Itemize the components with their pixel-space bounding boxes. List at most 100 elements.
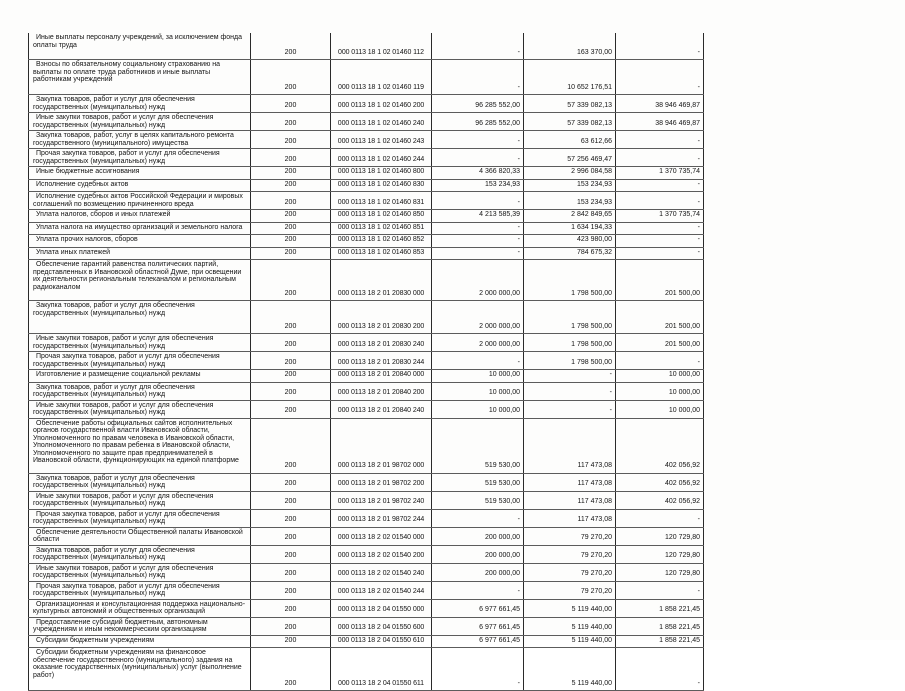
expense-type-code-cell: 200	[250, 369, 331, 383]
expenditure-name-cell: Субсидии бюджетным учреждениям	[28, 635, 251, 648]
amount-col6-cell: -	[615, 191, 704, 210]
amount-col4-cell: 10 000,00	[431, 382, 524, 401]
table-row: Организационная и консультационная подде…	[28, 599, 704, 618]
amount-col4-cell: 4 213 585,39	[431, 209, 524, 223]
budget-classification-code-cell: 000 0113 18 2 01 20830 200	[330, 300, 432, 334]
budget-classification-code-cell: 000 0113 18 2 04 01550 000	[330, 599, 432, 618]
amount-col6-cell: -	[615, 581, 704, 600]
budget-expenditure-table: Иные выплаты персоналу учреждений, за ис…	[28, 33, 704, 691]
expense-type-code-cell: 200	[250, 599, 331, 618]
amount-col6-cell: 10 000,00	[615, 400, 704, 419]
amount-col4-cell: -	[431, 130, 524, 149]
budget-classification-code-cell: 000 0113 18 2 01 98702 000	[330, 418, 432, 474]
amount-col5-cell: 784 675,32	[523, 247, 616, 260]
expense-type-code-cell: 200	[250, 509, 331, 528]
amount-col6-cell: 1 370 735,74	[615, 209, 704, 223]
budget-classification-code-cell: 000 0113 18 2 02 01540 000	[330, 527, 432, 546]
amount-col4-cell: 519 530,00	[431, 418, 524, 474]
amount-col5-cell: 5 119 440,00	[523, 635, 616, 648]
amount-col5-cell: 117 473,08	[523, 491, 616, 510]
budget-classification-code-cell: 000 0113 18 2 02 01540 200	[330, 545, 432, 564]
amount-col5-cell: 117 473,08	[523, 473, 616, 492]
expenditure-name-cell: Прочая закупка товаров, работ и услуг дл…	[28, 148, 251, 167]
budget-classification-code-cell: 000 0113 18 1 02 01460 119	[330, 59, 432, 95]
expenditure-name-cell: Иные закупки товаров, работ и услуг для …	[28, 333, 251, 352]
table-row: Прочая закупка товаров, работ и услуг дл…	[28, 148, 704, 167]
table-row: Обеспечение деятельности Общественной па…	[28, 527, 704, 546]
expenditure-name-cell: Исполнение судебных актов Российской Фед…	[28, 191, 251, 210]
expenditure-name-cell: Закупка товаров, работ и услуг для обесп…	[28, 545, 251, 564]
amount-col6-cell: 120 729,80	[615, 563, 704, 582]
table-row: Уплата налогов, сборов и иных платежей 2…	[28, 209, 704, 223]
expense-type-code-cell: 200	[250, 581, 331, 600]
table-row: Иные выплаты персоналу учреждений, за ис…	[28, 33, 704, 60]
amount-col5-cell: 79 270,20	[523, 545, 616, 564]
amount-col6-cell: -	[615, 59, 704, 95]
amount-col4-cell: -	[431, 247, 524, 260]
budget-classification-code-cell: 000 0113 18 2 02 01540 244	[330, 581, 432, 600]
expense-type-code-cell: 200	[250, 647, 331, 691]
table-row: Субсидии бюджетным учреждениям 200 000 0…	[28, 635, 704, 648]
expenditure-name-cell: Организационная и консультационная подде…	[28, 599, 251, 618]
expense-type-code-cell: 200	[250, 259, 331, 301]
amount-col6-cell: 120 729,80	[615, 527, 704, 546]
amount-col5-cell: 5 119 440,00	[523, 599, 616, 618]
amount-col4-cell: 200 000,00	[431, 527, 524, 546]
amount-col4-cell: 6 977 661,45	[431, 599, 524, 618]
expenditure-name-cell: Уплата налогов, сборов и иных платежей	[28, 209, 251, 223]
budget-classification-code-cell: 000 0113 18 1 02 01460 112	[330, 33, 432, 60]
budget-classification-code-cell: 000 0113 18 2 02 01540 240	[330, 563, 432, 582]
amount-col5-cell: 79 270,20	[523, 563, 616, 582]
budget-classification-code-cell: 000 0113 18 2 01 20830 000	[330, 259, 432, 301]
expense-type-code-cell: 200	[250, 418, 331, 474]
expense-type-code-cell: 200	[250, 545, 331, 564]
amount-col6-cell: 1 858 221,45	[615, 599, 704, 618]
amount-col6-cell: 38 946 469,87	[615, 94, 704, 113]
expenditure-name-cell: Иные выплаты персоналу учреждений, за ис…	[28, 33, 251, 60]
expenditure-name-cell: Уплата налога на имущество организаций и…	[28, 222, 251, 235]
expenditure-name-cell: Уплата иных платежей	[28, 247, 251, 260]
amount-col5-cell: 2 996 084,58	[523, 166, 616, 180]
expense-type-code-cell: 200	[250, 59, 331, 95]
expenditure-name-cell: Предоставление субсидий бюджетным, автон…	[28, 617, 251, 636]
amount-col5-cell: 153 234,93	[523, 179, 616, 192]
expenditure-name-cell: Прочая закупка товаров, работ и услуг дл…	[28, 509, 251, 528]
expenditure-name-cell: Закупка товаров, работ и услуг для обесп…	[28, 473, 251, 492]
expense-type-code-cell: 200	[250, 491, 331, 510]
expenditure-name-cell: Иные закупки товаров, работ и услуг для …	[28, 563, 251, 582]
table-row: Иные закупки товаров, работ и услуг для …	[28, 333, 704, 352]
table-row: Прочая закупка товаров, работ и услуг дл…	[28, 509, 704, 528]
amount-col5-cell: 117 473,08	[523, 418, 616, 474]
amount-col6-cell: 1 858 221,45	[615, 617, 704, 636]
expenditure-name-cell: Закупка товаров, работ и услуг для обесп…	[28, 300, 251, 334]
expenditure-name-cell: Закупка товаров, работ, услуг в целях ка…	[28, 130, 251, 149]
amount-col5-cell: 423 980,00	[523, 234, 616, 248]
expenditure-name-cell: Обеспечение гарантий равенства политичес…	[28, 259, 251, 301]
amount-col4-cell: -	[431, 191, 524, 210]
expenditure-name-cell: Закупка товаров, работ и услуг для обесп…	[28, 94, 251, 113]
expenditure-name-cell: Закупка товаров, работ и услуг для обесп…	[28, 382, 251, 401]
amount-col6-cell: 38 946 469,87	[615, 112, 704, 131]
amount-col5-cell: 79 270,20	[523, 527, 616, 546]
amount-col4-cell: 96 285 552,00	[431, 94, 524, 113]
amount-col5-cell: 57 339 082,13	[523, 94, 616, 113]
table-row: Закупка товаров, работ и услуг для обесп…	[28, 300, 704, 334]
table-row: Исполнение судебных актов Российской Фед…	[28, 191, 704, 210]
budget-classification-code-cell: 000 0113 18 1 02 01460 240	[330, 112, 432, 131]
amount-col6-cell: -	[615, 509, 704, 528]
expenditure-name-cell: Взносы по обязательному социальному стра…	[28, 59, 251, 95]
amount-col4-cell: -	[431, 351, 524, 370]
expenditure-name-cell: Иные закупки товаров, работ и услуг для …	[28, 112, 251, 131]
expense-type-code-cell: 200	[250, 148, 331, 167]
amount-col4-cell: -	[431, 222, 524, 235]
expenditure-name-cell: Обеспечение работы официальных сайтов ис…	[28, 418, 251, 474]
amount-col5-cell: 5 119 440,00	[523, 617, 616, 636]
amount-col6-cell: -	[615, 148, 704, 167]
expense-type-code-cell: 200	[250, 33, 331, 60]
amount-col6-cell: 402 056,92	[615, 491, 704, 510]
expense-type-code-cell: 200	[250, 563, 331, 582]
table-row: Уплата иных платежей 200 000 0113 18 1 0…	[28, 247, 704, 260]
amount-col4-cell: -	[431, 234, 524, 248]
expense-type-code-cell: 200	[250, 617, 331, 636]
amount-col5-cell: 57 339 082,13	[523, 112, 616, 131]
